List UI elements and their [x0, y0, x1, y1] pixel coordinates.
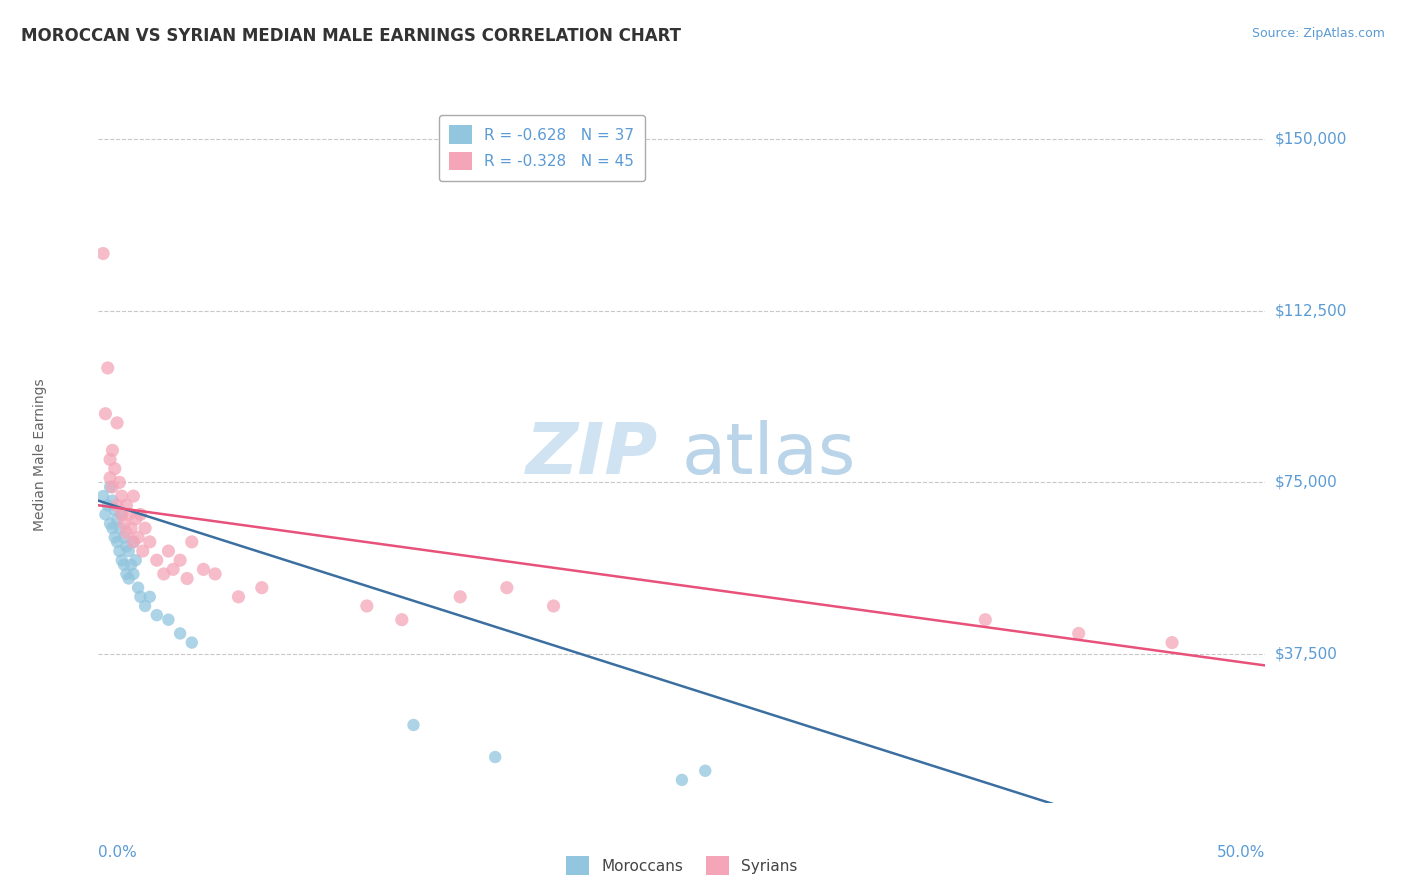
Text: atlas: atlas: [682, 420, 856, 490]
Point: [111, 508, 134, 522]
Point: [97, 498, 120, 512]
Point: [152, 566, 174, 581]
Point: [112, 530, 135, 544]
Point: [146, 553, 169, 567]
Point: [122, 566, 145, 581]
Point: [129, 590, 152, 604]
Legend: Moroccans, Syrians: Moroccans, Syrians: [555, 846, 808, 886]
Point: [132, 544, 155, 558]
Point: [146, 608, 169, 623]
Point: [101, 493, 124, 508]
Point: [402, 718, 425, 732]
Point: [115, 566, 138, 581]
Text: ZIP: ZIP: [526, 420, 658, 490]
Point: [94, 508, 117, 522]
Point: [134, 599, 156, 613]
Point: [108, 521, 131, 535]
Point: [98, 452, 121, 467]
Point: [125, 553, 148, 567]
Point: [91, 489, 114, 503]
Point: [105, 416, 128, 430]
Point: [104, 530, 127, 544]
Point: [127, 581, 149, 595]
Point: [180, 534, 202, 549]
Text: 0.0%: 0.0%: [98, 845, 138, 860]
Point: [543, 599, 565, 613]
Point: [94, 407, 117, 421]
Text: Source: ZipAtlas.com: Source: ZipAtlas.com: [1251, 27, 1385, 40]
Text: 50.0%: 50.0%: [1218, 845, 1265, 860]
Point: [108, 544, 131, 558]
Point: [105, 534, 128, 549]
Point: [122, 489, 145, 503]
Point: [250, 581, 273, 595]
Point: [101, 443, 124, 458]
Point: [118, 544, 141, 558]
Point: [104, 461, 127, 475]
Point: [108, 475, 131, 490]
Text: MOROCCAN VS SYRIAN MEDIAN MALE EARNINGS CORRELATION CHART: MOROCCAN VS SYRIAN MEDIAN MALE EARNINGS …: [21, 27, 681, 45]
Point: [204, 566, 226, 581]
Point: [162, 562, 184, 576]
Point: [1161, 635, 1184, 649]
Point: [1067, 626, 1090, 640]
Point: [105, 512, 128, 526]
Point: [98, 471, 121, 485]
Text: $75,000: $75,000: [1275, 475, 1339, 490]
Text: $37,500: $37,500: [1275, 647, 1339, 662]
Point: [193, 562, 215, 576]
Point: [180, 635, 202, 649]
Text: Median Male Earnings: Median Male Earnings: [34, 378, 46, 532]
Point: [104, 503, 127, 517]
Point: [111, 553, 134, 567]
Point: [134, 521, 156, 535]
Point: [176, 572, 198, 586]
Point: [115, 498, 138, 512]
Point: [484, 750, 506, 764]
Point: [228, 590, 250, 604]
Point: [169, 626, 191, 640]
Point: [695, 764, 717, 778]
Point: [356, 599, 378, 613]
Point: [495, 581, 517, 595]
Point: [101, 521, 124, 535]
Point: [115, 525, 138, 540]
Point: [111, 508, 134, 522]
Point: [974, 613, 997, 627]
Point: [118, 508, 141, 522]
Point: [127, 530, 149, 544]
Point: [122, 534, 145, 549]
Point: [391, 613, 413, 627]
Point: [122, 534, 145, 549]
Text: $112,500: $112,500: [1275, 303, 1347, 318]
Point: [139, 590, 162, 604]
Point: [97, 360, 120, 375]
Point: [157, 544, 180, 558]
Point: [169, 553, 191, 567]
Point: [101, 480, 124, 494]
Point: [112, 516, 135, 531]
Point: [111, 489, 134, 503]
Point: [125, 512, 148, 526]
Point: [449, 590, 471, 604]
Point: [98, 516, 121, 531]
Point: [115, 540, 138, 554]
Point: [120, 558, 142, 572]
Point: [105, 498, 128, 512]
Point: [139, 534, 162, 549]
Point: [118, 572, 141, 586]
Point: [120, 521, 142, 535]
Point: [129, 508, 152, 522]
Point: [671, 772, 693, 787]
Point: [112, 558, 135, 572]
Point: [91, 246, 114, 260]
Point: [157, 613, 180, 627]
Text: $150,000: $150,000: [1275, 132, 1347, 146]
Point: [98, 480, 121, 494]
